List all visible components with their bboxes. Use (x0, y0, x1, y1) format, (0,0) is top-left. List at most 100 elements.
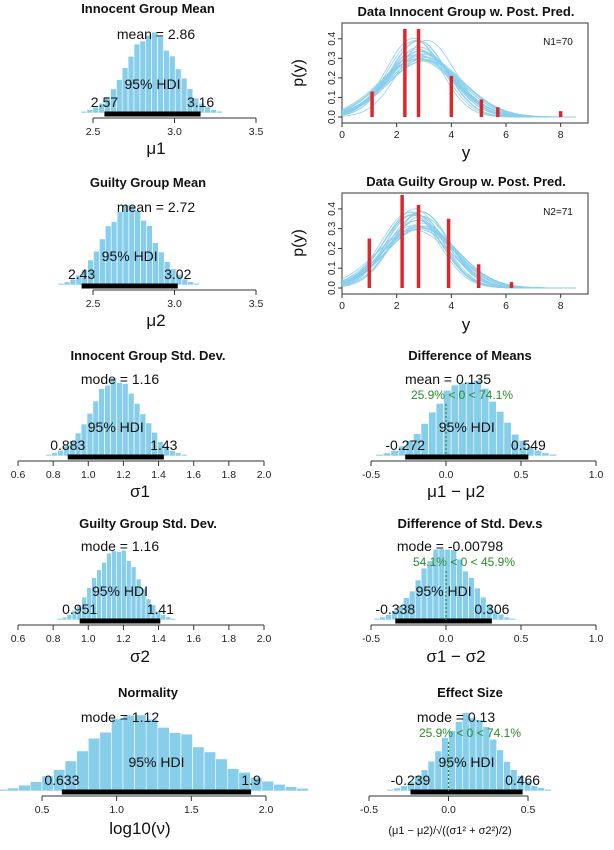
x-tick-label: -0.5 (360, 804, 378, 816)
histogram-bar (151, 31, 158, 114)
histogram-bar (29, 781, 43, 792)
histogram-bar (111, 718, 124, 792)
histogram-bar (273, 783, 286, 792)
x-tick-label: 1.4 (151, 633, 166, 645)
histogram-bar (63, 281, 71, 286)
histogram-bar (503, 616, 511, 621)
histogram-bar (496, 749, 504, 792)
histogram-bar (80, 111, 88, 114)
y-tick-label: 0.0 (327, 110, 338, 124)
y-tick-label: 0.0 (327, 281, 338, 295)
hdi-upper-value: 1.9 (241, 772, 261, 788)
x-tick-label: 0.5 (514, 469, 529, 481)
x-tick-label: 1.8 (222, 469, 237, 481)
x-tick-label: 2 (394, 300, 400, 312)
hdi-upper-value: 3.02 (164, 266, 191, 282)
panel-title: Guilty Group Std. Dev. (79, 516, 217, 531)
hdi-lower-value: -0.338 (375, 601, 415, 617)
x-axis-label: μ1 (146, 139, 165, 158)
x-tick-label: 1.6 (186, 633, 201, 645)
x-tick-label: -0.5 (362, 469, 380, 481)
chart-panel-sd2: Guilty Group Std. Dev. 0.6 0.8 1.0 1.2 1.4 1.6… (11, 516, 272, 666)
chart-panel-mu1: Innocent Group Mean 2.5 3.0 3.5 95% HDI 2.57 3… (80, 1, 263, 158)
x-tick-label: 0.5 (521, 804, 536, 816)
x-tick-label: 3.0 (167, 298, 182, 310)
predictive-curve (341, 39, 576, 118)
histogram-bar (86, 109, 94, 114)
histogram-bar (110, 377, 117, 457)
histogram-bar (541, 452, 550, 457)
x-axis-label: (μ1 − μ2)/√((σ1² + σ2²)/2) (388, 825, 511, 837)
histogram-bar (428, 411, 437, 457)
x-tick-label: 8 (558, 129, 564, 141)
histogram-bar (157, 36, 164, 114)
histogram-bar (544, 788, 552, 792)
hdi-lower-value: 0.883 (50, 437, 85, 453)
x-axis-label: y (462, 315, 471, 334)
histogram-bar (45, 454, 52, 457)
panel-title: Normality (118, 685, 179, 700)
x-tick-label: 1.2 (116, 469, 131, 481)
histogram-bar (122, 204, 130, 286)
panel-title: Effect Size (437, 685, 503, 700)
x-tick-label: 4 (448, 129, 454, 141)
hdi-label: 95% HDI (439, 419, 495, 435)
y-tick-label: 0.4 (327, 31, 338, 45)
sample-size-label: N2=71 (543, 207, 573, 218)
percent-label: 25.9% < 0 < 74.1% (419, 726, 521, 740)
hdi-label: 95% HDI (124, 76, 180, 92)
histogram-bar (0, 788, 8, 792)
histogram-bar (170, 618, 176, 621)
summary-label: mode = -0.00798 (397, 538, 503, 554)
histogram-bar (548, 453, 558, 457)
summary-label: mean = 2.86 (117, 26, 195, 42)
histogram-bar (6, 787, 20, 792)
histogram-bar (61, 616, 68, 621)
hdi-lower-value: -0.239 (391, 772, 431, 788)
x-tick-label: 0.6 (11, 469, 26, 481)
histogram-bar (386, 789, 394, 792)
histogram-bar (193, 282, 200, 286)
summary-label: mode = 1.16 (81, 538, 159, 554)
hdi-label: 95% HDI (128, 754, 184, 770)
x-axis-label: μ2 (146, 311, 165, 330)
x-tick-label: 1.0 (81, 469, 96, 481)
x-tick-label: 0 (339, 129, 345, 141)
x-tick-label: 2.0 (259, 804, 274, 816)
chart-panel-nu: Normality 0.5 1.0 1.5 2.0 95% HDI 0.633 1.9 mode… (0, 685, 309, 838)
histogram-bar (134, 714, 147, 792)
x-tick-label: 0.6 (11, 633, 26, 645)
y-tick-label: 0.3 (327, 51, 338, 65)
panel-title: Difference of Std. Dev.s (398, 516, 543, 531)
predictive-curve (341, 213, 576, 289)
histogram-bar (284, 786, 298, 792)
x-tick-label: 2.5 (86, 126, 101, 138)
hdi-lower-value: 2.57 (91, 94, 118, 110)
histogram-bar (509, 617, 517, 621)
x-tick-label: 1.0 (589, 469, 604, 481)
hdi-upper-value: 0.466 (505, 772, 540, 788)
panel-title: Innocent Group Std. Dev. (70, 348, 225, 363)
y-tick-label: 0.2 (327, 241, 338, 255)
predictive-curve (341, 211, 576, 289)
percent-label: 54.1% < 0 < 45.9% (413, 555, 515, 569)
histogram-bar (296, 787, 309, 792)
y-tick-label: 0.2 (327, 71, 338, 85)
x-tick-label: 1.4 (151, 469, 166, 481)
histogram-bar (227, 768, 240, 792)
chart-panel-pp2: Data Guilty Group w. Post. Pred. 0 2 4 6 8 0.0… (290, 174, 589, 334)
histogram-bar (180, 454, 188, 457)
y-axis-label: p(y) (290, 229, 307, 257)
plot-frame (341, 22, 589, 124)
histogram-bar (216, 110, 223, 114)
x-tick-label: 4 (448, 300, 454, 312)
x-tick-label: 2.0 (257, 469, 272, 481)
x-tick-label: 0.5 (514, 633, 529, 645)
chart-panel-sd1: Innocent Group Std. Dev. 0.6 0.8 1.0 1.2 1.4 1… (11, 348, 272, 501)
x-axis-label: σ2 (130, 647, 150, 666)
predictive-curve (341, 211, 576, 289)
x-tick-label: 1.6 (186, 469, 201, 481)
plot-frame (341, 192, 589, 295)
y-tick-label: 0.4 (327, 202, 338, 216)
